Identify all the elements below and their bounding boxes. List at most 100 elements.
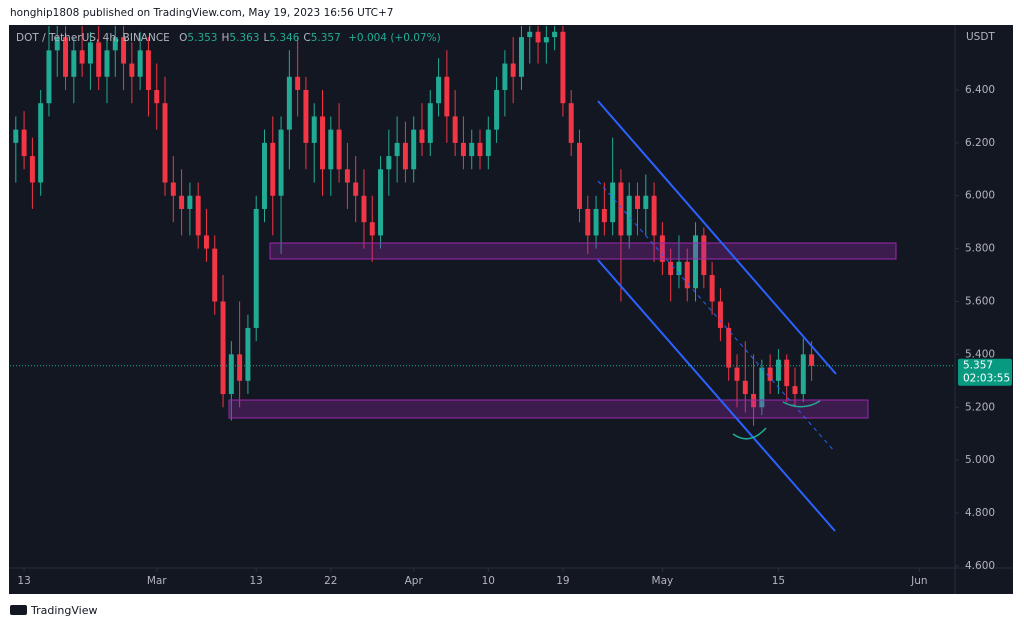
channel-upper: [597, 100, 837, 375]
candle-body: [162, 103, 168, 183]
candle-body: [63, 37, 69, 77]
candle-body: [29, 156, 35, 183]
candle-body: [179, 195, 185, 209]
y-tick-label: 5.000: [965, 454, 995, 466]
x-tick-label: 10: [482, 575, 495, 587]
candle-body: [651, 195, 657, 236]
candle-body: [775, 359, 781, 381]
drawings: [228, 100, 897, 532]
bottom-arc: [782, 400, 821, 408]
candle-body: [79, 50, 85, 64]
candle-body: [320, 116, 325, 170]
candle-body: [361, 195, 367, 223]
footer: TradingView: [30, 604, 97, 617]
candle-body: [278, 129, 284, 196]
candle-body: [311, 116, 317, 143]
candle-body: [303, 89, 309, 143]
candle-body: [618, 182, 624, 236]
symbol: DOT / TetherUS, 4h, BINANCE: [16, 32, 170, 44]
candle-body: [751, 394, 757, 408]
candle-body: [693, 235, 699, 289]
x-tick-label: May: [652, 575, 674, 587]
candle-body: [295, 76, 301, 90]
ohlc-label: O: [179, 32, 187, 44]
candle-body: [552, 31, 558, 38]
candle-body: [460, 142, 466, 157]
candle-body: [734, 367, 740, 381]
candle-body: [659, 235, 665, 262]
candle-body: [344, 169, 350, 183]
candle-body: [518, 37, 524, 77]
candle-body: [286, 76, 292, 130]
candle-body: [684, 261, 690, 289]
candle-body: [809, 354, 815, 366]
candle-body: [145, 50, 151, 90]
candle-body: [195, 195, 201, 236]
y-tick-label: 4.600: [965, 560, 995, 572]
x-tick-label: 13: [250, 575, 263, 587]
x-tick-label: Apr: [405, 575, 424, 587]
candle-body: [610, 182, 616, 223]
candle-body: [262, 142, 267, 209]
ohlc-label: L: [263, 32, 269, 44]
candle-body: [121, 37, 127, 64]
ohlc-value: 5.346: [269, 32, 299, 44]
x-tick-label: 15: [772, 575, 785, 587]
candle-body: [71, 50, 77, 77]
candle-body: [792, 386, 798, 395]
y-tick-label: 6.200: [965, 137, 995, 149]
candle-body: [154, 89, 160, 104]
candle-body: [38, 103, 44, 183]
candle-body: [784, 359, 790, 387]
candle-body: [336, 129, 342, 170]
y-tick-label: 6.400: [965, 84, 995, 96]
candle-body: [601, 208, 607, 223]
candle-body: [220, 301, 226, 395]
ohlc-value: 5.353: [187, 32, 217, 44]
candle-body: [635, 195, 640, 209]
support-zone: [228, 399, 869, 419]
candle-body: [87, 42, 93, 64]
y-tick-label: 5.600: [965, 295, 995, 307]
plot-area: [13, 26, 815, 426]
candle-body: [137, 50, 143, 77]
candle-body: [494, 89, 500, 130]
candle-body: [187, 195, 193, 209]
candle-body: [709, 275, 715, 302]
y-tick-label: 4.800: [965, 507, 995, 519]
candle-body: [253, 208, 259, 328]
candle-body: [411, 129, 417, 170]
candle-body: [112, 37, 118, 51]
candle-body: [353, 182, 359, 196]
ohlc-legend: O5.353 H5.363 L5.346 C5.357: [179, 32, 341, 44]
price-box: [958, 358, 1012, 386]
candle-body: [46, 50, 52, 104]
candle-body: [13, 129, 19, 143]
candle-body: [676, 261, 682, 276]
candle-body: [502, 63, 508, 90]
candle-body: [643, 195, 649, 209]
ohlc-value: 5.363: [229, 32, 259, 44]
symbol-legend: DOT / TetherUS, 4h, BINANCE O5.353 H5.363…: [16, 32, 441, 44]
bottom-arc: [732, 427, 767, 440]
candle-body: [427, 103, 433, 143]
candle-body: [543, 37, 549, 43]
candle-body: [452, 116, 458, 143]
ohlc-label: C: [303, 32, 310, 44]
y-axis-label: USDT: [966, 31, 995, 43]
candle-body: [436, 76, 442, 104]
candle-body: [378, 169, 384, 236]
x-tick-label: Mar: [147, 575, 167, 587]
candle-body: [402, 142, 408, 170]
candle-body: [626, 195, 632, 236]
current-price: 5.357: [963, 360, 993, 372]
tradingview-logo: TradingView: [10, 604, 97, 617]
candle-body: [419, 129, 425, 143]
candle-body: [585, 208, 591, 236]
channel-lower: [597, 259, 836, 532]
candle-body: [270, 142, 276, 196]
candle-body: [717, 301, 723, 328]
ohlc-value: 5.357: [311, 32, 341, 44]
candle-body: [510, 63, 516, 77]
